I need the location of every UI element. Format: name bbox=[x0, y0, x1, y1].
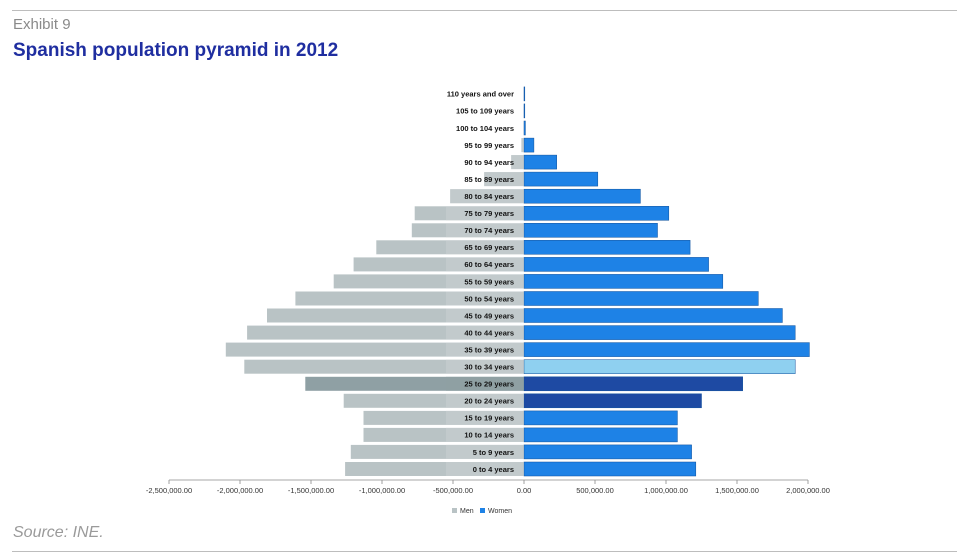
bar-women-9 bbox=[523, 308, 783, 323]
age-label-19: 95 to 99 years bbox=[464, 141, 514, 150]
legend-swatch-men bbox=[452, 508, 457, 513]
bar-women-4 bbox=[523, 393, 702, 409]
age-label-14: 70 to 74 years bbox=[464, 226, 514, 235]
bar-women-15 bbox=[523, 206, 670, 221]
age-label-band-2 bbox=[446, 427, 524, 442]
bar-women-20 bbox=[523, 120, 526, 136]
age-label-3: 15 to 19 years bbox=[464, 414, 514, 423]
age-label-4: 20 to 24 years bbox=[464, 397, 514, 406]
age-label-0: 0 to 4 years bbox=[473, 465, 514, 474]
age-label-band-18 bbox=[511, 155, 524, 170]
bar-women-11 bbox=[523, 274, 724, 289]
bar-women-2 bbox=[523, 427, 678, 443]
age-label-band-4 bbox=[446, 393, 524, 408]
age-label-band-8 bbox=[446, 325, 524, 340]
age-label-11: 55 to 59 years bbox=[464, 277, 514, 286]
age-label-20: 100 to 104 years bbox=[456, 124, 514, 133]
bar-women-12 bbox=[523, 257, 709, 272]
exhibit-label: Exhibit 9 bbox=[13, 16, 71, 33]
age-label-band-10 bbox=[446, 291, 524, 306]
age-label-band-7 bbox=[446, 342, 524, 357]
age-label-6: 30 to 34 years bbox=[464, 363, 514, 372]
x-tick-label-8: 1,500,000.00 bbox=[715, 486, 759, 495]
x-tick-label-9: 2,000,000.00 bbox=[786, 486, 830, 495]
bar-women-10 bbox=[523, 291, 759, 306]
bar-women-21 bbox=[523, 103, 526, 119]
x-tick-label-6: 500,000.00 bbox=[576, 486, 614, 495]
age-label-band-19 bbox=[521, 138, 524, 153]
legend-label-men: Men bbox=[460, 508, 474, 515]
age-label-17: 85 to 89 years bbox=[464, 175, 514, 184]
age-label-13: 65 to 69 years bbox=[464, 243, 514, 252]
age-label-band-17 bbox=[484, 172, 524, 187]
age-label-15: 75 to 79 years bbox=[464, 209, 514, 218]
age-label-18: 90 to 94 years bbox=[464, 158, 514, 167]
bar-women-22 bbox=[523, 86, 526, 102]
bar-women-18 bbox=[523, 154, 557, 170]
bar-women-17 bbox=[523, 171, 599, 187]
bar-women-14 bbox=[523, 223, 658, 238]
age-label-band-3 bbox=[446, 410, 524, 425]
bar-women-3 bbox=[523, 410, 678, 426]
age-label-7: 35 to 39 years bbox=[464, 345, 514, 354]
x-tick-label-1: -2,000,000.00 bbox=[217, 486, 263, 495]
age-label-22: 110 years and over bbox=[447, 90, 514, 99]
age-label-12: 60 to 64 years bbox=[464, 260, 514, 269]
age-label-band-9 bbox=[446, 308, 524, 323]
x-tick-label-7: 1,000,000.00 bbox=[644, 486, 688, 495]
legend-label-women: Women bbox=[488, 508, 512, 515]
age-label-16: 80 to 84 years bbox=[464, 192, 514, 201]
age-label-8: 40 to 44 years bbox=[464, 328, 514, 337]
bar-women-19 bbox=[523, 137, 535, 153]
legend-swatch-women bbox=[480, 508, 485, 513]
bar-women-5 bbox=[523, 376, 743, 392]
x-tick-label-2: -1,500,000.00 bbox=[288, 486, 334, 495]
bar-women-6 bbox=[523, 359, 796, 374]
age-label-9: 45 to 49 years bbox=[464, 311, 514, 320]
age-label-band-6 bbox=[446, 359, 524, 374]
age-label-band-11 bbox=[446, 274, 524, 289]
page-title: Spanish population pyramid in 2012 bbox=[13, 40, 339, 61]
age-label-1: 5 to 9 years bbox=[473, 448, 514, 457]
age-label-band-5 bbox=[446, 376, 524, 391]
age-label-2: 10 to 14 years bbox=[464, 431, 514, 440]
bar-women-13 bbox=[523, 240, 691, 255]
bar-women-7 bbox=[523, 342, 810, 357]
x-tick-label-0: -2,500,000.00 bbox=[146, 486, 192, 495]
age-label-21: 105 to 109 years bbox=[456, 107, 514, 116]
source-note: Source: INE. bbox=[13, 524, 104, 541]
age-label-band-13 bbox=[446, 240, 524, 255]
bar-women-8 bbox=[523, 325, 796, 340]
age-label-band-15 bbox=[446, 206, 524, 221]
top-rule bbox=[12, 10, 957, 11]
x-tick-label-3: -1,000,000.00 bbox=[359, 486, 405, 495]
x-tick-label-5: 0.00 bbox=[517, 486, 532, 495]
age-label-band-0 bbox=[446, 462, 524, 476]
bar-women-16 bbox=[523, 188, 641, 204]
age-label-band-12 bbox=[446, 257, 524, 272]
x-tick-label-4: -500,000.00 bbox=[433, 486, 473, 495]
bar-women-0 bbox=[523, 461, 697, 477]
age-label-band-1 bbox=[446, 444, 524, 459]
age-label-band-14 bbox=[446, 223, 524, 238]
age-label-5: 25 to 29 years bbox=[464, 380, 514, 389]
age-label-band-16 bbox=[450, 189, 524, 204]
age-label-10: 50 to 54 years bbox=[464, 294, 514, 303]
bottom-rule bbox=[12, 551, 957, 552]
bar-women-1 bbox=[523, 444, 692, 460]
